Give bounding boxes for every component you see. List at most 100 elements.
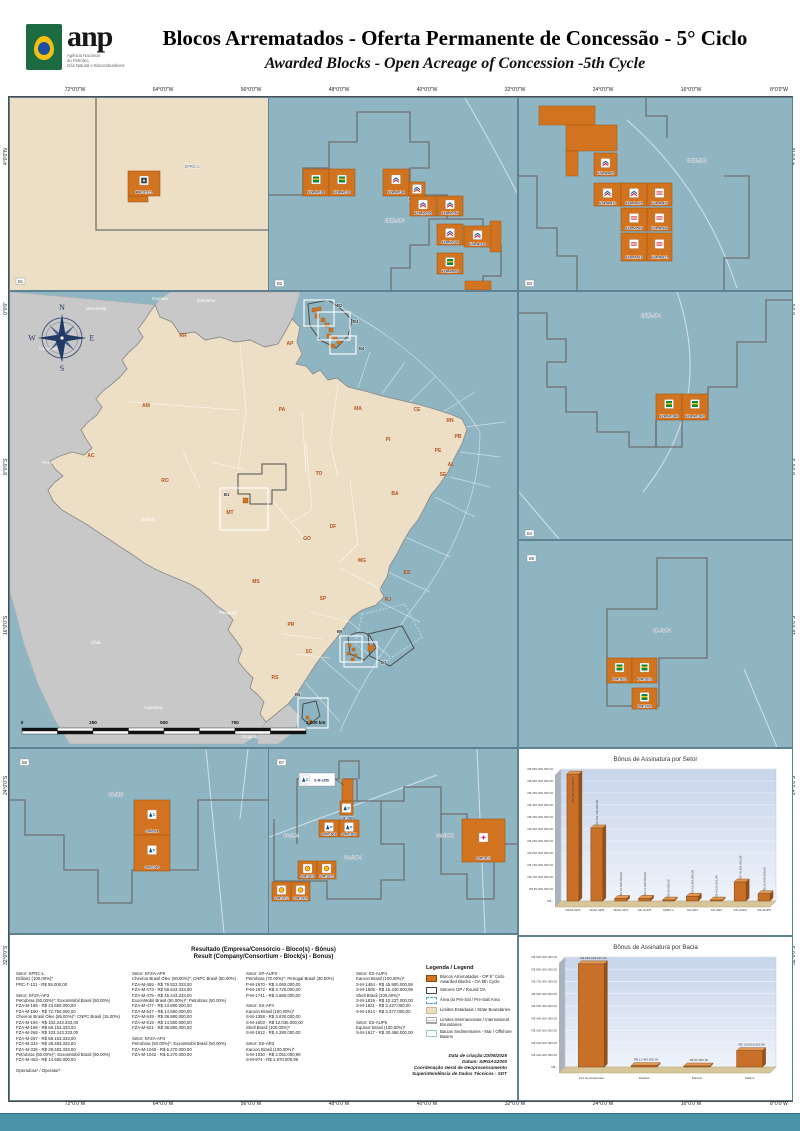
legend-item: Blocos Arrematados - OP 5° Ciclo Awarded … — [426, 974, 524, 984]
results-line: FZA-M-196 - R$ 68.163.333,00 — [16, 1025, 76, 1031]
y-axis-tick-label: R$ 300.000.000,00 — [527, 827, 553, 831]
inset-map-b1-parecis: PRC-T-121 SPRC-L B1 — [9, 97, 269, 291]
state-boundary-line — [339, 567, 383, 591]
results-line: FZA-M-336 - R$ 28.483.333,00 — [16, 1046, 76, 1052]
results-line: S-M-1821 - R$ 3.427.000,00 — [356, 1003, 411, 1009]
state-label: RS — [272, 675, 280, 681]
longitude-label: 64°0'0"W — [152, 1101, 174, 1107]
chevron-company-icon — [391, 174, 401, 185]
sector-label: SFZA-AP5 — [687, 158, 708, 163]
sector-label: SS-AP4 — [284, 833, 300, 838]
basin-boundary-line — [357, 351, 371, 389]
block-label: P-M-1741 — [637, 705, 652, 709]
y-axis-tick-label: R$ 700.000.000,00 — [531, 980, 557, 984]
awarded-block-marker — [351, 647, 356, 652]
awarded-block: FZA-M-473 — [593, 182, 622, 207]
block-callout: S-M-1358 — [298, 772, 336, 787]
awarded-block-marker — [350, 657, 355, 662]
block-label: S-M-1358 — [314, 779, 329, 783]
inset-ref-label: B6 — [19, 758, 30, 766]
results-line: FZA-M-547 - R$ 14.550.000,00 — [132, 1008, 192, 1014]
compass-letter: S — [60, 364, 64, 373]
sector-boundary-line — [95, 98, 268, 231]
block-label: FZA-M-619 — [626, 256, 643, 260]
inset-ref-label: B4 — [524, 529, 535, 537]
block-label: S-M-1605 — [342, 833, 357, 837]
bar-SS-AUP5: R$ 30.468.000,00 — [757, 867, 774, 902]
state-label: SE — [440, 472, 447, 478]
state-boundary-line — [129, 401, 239, 411]
basin-boundary-line — [381, 361, 406, 395]
block-label: FZA-M-194 — [388, 191, 405, 195]
anp-logo: anp Agência Nacional do Petróleo, Gás Natu… — [26, 22, 125, 70]
results-line: Shell Brasil (100.00%)* — [246, 1025, 291, 1031]
block-label: P-M-1672 — [637, 678, 652, 682]
basin-boundary-line — [626, 119, 738, 289]
sector-label: SS-AUP5 — [436, 833, 455, 838]
y-axis-tick-label: R$ 250.000.000,00 — [527, 839, 553, 843]
country-label: Argentina — [144, 705, 163, 710]
page-title: Blocos Arrematados - Oferta Permanente d… — [162, 26, 748, 50]
legend-item: Limites Internacionais / International B… — [426, 1017, 524, 1027]
results-sector-heading: Setor: SFZA-AP5 — [132, 971, 166, 976]
y-axis-tick-label: R$ - — [551, 1065, 557, 1069]
y-axis-tick-label: R$ 200.000.000,00 — [531, 1041, 557, 1045]
x-axis-category-label: Parecis — [692, 1076, 703, 1080]
compass-rose: N E S W — [28, 303, 94, 373]
block-label: FZA-M-473 — [599, 202, 616, 206]
awarded-block: P-M-1672 — [631, 657, 658, 684]
inset-extent-label: B6 — [337, 629, 343, 634]
y-axis-tick-label: R$ 100.000.000,00 — [527, 875, 553, 879]
results-line: FZA-M-194 - R$ 102.243.333,00 — [16, 1019, 79, 1025]
x-axis-category-label: SFZA-AP4 — [613, 908, 628, 912]
bar-SS-AP4: R$ 19.946.000,00 — [685, 870, 702, 902]
results-line: Karoon Brasil (100.00%)* — [246, 1008, 295, 1014]
karoon-company-icon — [300, 774, 310, 785]
chart-bonus-by-basin: Bônus de Assinatura por Bacia R$ - R$ 100.… — [531, 944, 777, 1080]
credit-line: Coordenação Geral de Geoprocessamento — [413, 1065, 507, 1070]
bar-SFZA-AP4: R$ 10.540.000,00 — [614, 872, 631, 902]
results-title-pt: Resultado (Empresa/Consórcio - Bloco(s) … — [191, 947, 336, 953]
state-label: AC — [87, 453, 95, 459]
state-label: RJ — [385, 597, 392, 603]
inset-ref-label: B5 — [526, 554, 537, 562]
basin-boundary-line — [387, 571, 431, 593]
longitude-label: 16°0'0"W — [680, 1101, 702, 1107]
results-line: S-M-1603 - R$ 12.036.000,00 — [246, 1019, 303, 1025]
karoon-company-icon — [147, 845, 157, 855]
map-credits: Data de criação:23/06/2025 Datum: SIRGAS2… — [327, 1053, 507, 1077]
results-column: Setor: SP-AUP3 Petrobras (70.00%)*; Petro… — [246, 971, 353, 1063]
state-label: RR — [179, 333, 187, 339]
results-line: FZA-M-1042 - R$ 5.270.000,00 — [132, 1052, 192, 1058]
karoon-company-icon — [147, 809, 157, 820]
bar-Foz do Amazonas: R$ 843.629.997,00 — [577, 956, 608, 1068]
chart-bonus-by-basin-panel: Bônus de Assinatura por Bacia R$ - R$ 100.… — [518, 936, 793, 1101]
block-label: P-M-1670 — [612, 678, 627, 682]
longitude-label: 72°0'0"W — [64, 1101, 86, 1107]
results-panel: Resultado (Empresa/Consórcio - Bloco(s) … — [9, 934, 518, 1101]
y-axis-tick-label: R$ 50.000.000,00 — [529, 887, 553, 891]
state-boundary-line — [182, 451, 201, 489]
basin-boundary-line — [404, 536, 451, 558]
svg-text:B1: B1 — [18, 279, 24, 284]
state-boundary-line — [281, 633, 323, 640]
legend-swatch-basin — [426, 1029, 437, 1037]
longitude-label: 72°0'0"W — [64, 87, 86, 93]
awarded-block-marker — [332, 335, 338, 341]
inset-extent-rect — [343, 641, 378, 668]
svg-text:B4: B4 — [527, 531, 533, 536]
svg-text:B2: B2 — [277, 281, 283, 286]
basin-boundary-line — [205, 749, 225, 933]
awarded-block-unlabeled — [127, 195, 149, 203]
longitude-label: 56°0'0"W — [240, 87, 262, 93]
chevron-company-icon — [445, 228, 455, 238]
results-line: S-M-1912 - R$ 4.280.000,00 — [246, 1030, 301, 1036]
awarded-block: S-M-1912 — [271, 881, 292, 902]
awarded-block: FZA-M-403 — [436, 252, 464, 275]
state-label: MA — [354, 406, 362, 412]
y-axis-tick-label: R$ 800.000.000,00 — [531, 967, 557, 971]
sector-label: SP-AUP3 — [653, 628, 672, 633]
scale-bar: 0 250 500 750 1.000 km — [21, 720, 325, 735]
x-axis-category-label: Foz do Amazonas — [579, 1076, 604, 1080]
awarded-block: FZA-M-265 — [409, 195, 437, 217]
